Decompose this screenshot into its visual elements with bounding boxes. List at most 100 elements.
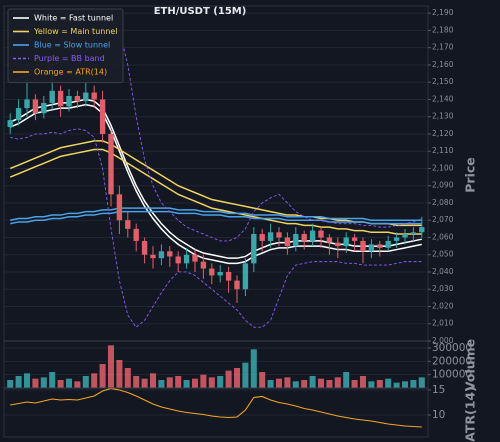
volume-bar — [267, 380, 274, 388]
volume-bar — [326, 380, 333, 388]
candle-body — [326, 237, 333, 243]
candle-body — [183, 254, 190, 264]
y-tick-label: 2,100 — [432, 163, 454, 172]
y-tick-label: 2,180 — [432, 25, 454, 34]
y-tick-label: 2,170 — [432, 43, 454, 52]
volume-bar — [217, 376, 224, 388]
volume-bar — [233, 368, 241, 388]
volume-bar — [225, 370, 232, 388]
volume-bar — [343, 372, 350, 388]
volume-bar — [116, 360, 123, 388]
candle-body — [259, 234, 265, 241]
candle-body — [385, 240, 391, 248]
candle-body — [32, 99, 39, 114]
overlay-line — [10, 207, 422, 221]
y-tick-label: 2,130 — [432, 112, 454, 121]
candle-body — [209, 268, 215, 276]
y-tick-label: 2,090 — [432, 181, 454, 190]
volume-bar — [91, 373, 98, 388]
axis-title: ATR(14) — [463, 386, 478, 442]
candle-body — [242, 263, 249, 290]
candle-body — [251, 234, 257, 264]
overlay-line — [9, 148, 422, 235]
candle-body — [15, 108, 22, 121]
volume-bar — [191, 378, 199, 388]
y-tick-label: 2,020 — [432, 301, 454, 310]
volume-bar — [393, 382, 400, 388]
volume-bar — [7, 380, 14, 388]
volume-bar — [208, 377, 215, 388]
y-tick-label: 2,000 — [432, 336, 454, 345]
y-tick-label: 2,080 — [432, 198, 454, 207]
volume-bar — [317, 378, 325, 388]
y-tick-label: 2,010 — [432, 319, 454, 328]
volume-bar — [368, 381, 375, 388]
volume-bar — [385, 378, 392, 388]
legend-label: Orange = ATR(14) — [34, 68, 107, 77]
legend-label: Purple = BB band — [34, 54, 105, 63]
volume-bar — [410, 380, 417, 388]
candle-body — [125, 220, 131, 229]
volume-bar — [57, 380, 64, 388]
candle-body — [402, 234, 408, 238]
y-tick-label: 2,190 — [432, 8, 454, 17]
legend-box — [7, 8, 124, 83]
volume-bar — [200, 374, 207, 388]
candle-body — [150, 254, 156, 259]
candle-body — [217, 271, 223, 276]
candle-body — [267, 232, 274, 241]
volume-bar — [242, 362, 249, 388]
y-tick-label: 2,060 — [432, 232, 454, 241]
overlay-line — [10, 210, 422, 225]
candle-body — [141, 240, 148, 255]
candle-body — [234, 280, 240, 290]
candle-body — [167, 251, 173, 257]
volume-bar — [292, 381, 299, 388]
overlay-line — [10, 19, 422, 242]
plot-frame — [3, 5, 429, 438]
overlay-line — [10, 128, 422, 328]
candle-body — [343, 237, 349, 247]
candle-body — [335, 242, 341, 247]
y-tick-label: 200000 — [432, 355, 472, 367]
volume-bar — [250, 349, 257, 388]
volume-bar — [275, 378, 283, 388]
y-tick-label: 2,110 — [432, 146, 454, 155]
volume-bar — [141, 378, 148, 388]
candle-body — [158, 251, 165, 259]
frame-layer — [3, 5, 429, 438]
y-tick-label: 2,030 — [432, 284, 454, 293]
volume-bar — [107, 345, 115, 388]
candle-body — [309, 230, 316, 241]
candle-body — [276, 232, 282, 238]
legend-label: Blue = Slow tunnel — [34, 41, 110, 50]
y-tick-label: 300000 — [432, 342, 472, 354]
legend-label: White = Fast tunnel — [34, 14, 113, 23]
y-tick-label: 2,140 — [432, 94, 454, 103]
y-tick-label: 10 — [432, 409, 445, 421]
candle-body — [49, 90, 55, 103]
volume-bar — [74, 381, 81, 388]
volume-bar — [82, 376, 89, 388]
candle-body — [301, 234, 307, 241]
candle-body — [419, 227, 425, 233]
candle-body — [351, 237, 358, 241]
candle-body — [192, 254, 198, 262]
legend: White = Fast tunnel Yellow = Main tunnel B… — [7, 8, 124, 83]
volume-bar — [40, 377, 47, 388]
volume-bar — [309, 376, 316, 388]
volume-bar — [124, 368, 131, 388]
candle-body — [74, 95, 81, 102]
volume-bar — [133, 376, 140, 388]
volume-bar — [334, 377, 341, 388]
candle-body — [24, 99, 30, 109]
candle-body — [368, 244, 375, 252]
volume-bar — [301, 380, 308, 388]
volume-bar — [166, 377, 173, 388]
volume-bar — [284, 377, 291, 388]
y-tick-label: 100000 — [432, 369, 472, 381]
candle-body — [377, 244, 383, 248]
candle-body — [393, 237, 400, 241]
